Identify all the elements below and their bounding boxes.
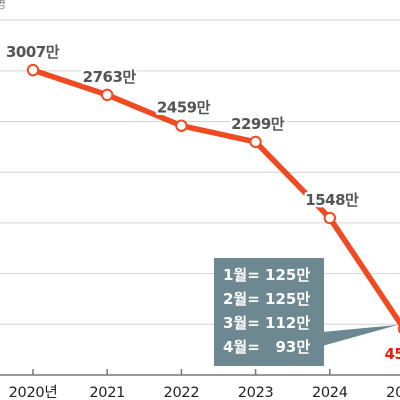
- data-point-3: [249, 135, 262, 149]
- data-labels: 3007만 2763만 2459만 2299만 1548만 455만: [4, 41, 400, 366]
- x-tick-label-5: 2025: [386, 385, 400, 400]
- x-tick-label-2: 2022: [164, 385, 200, 400]
- y-unit-label: 만 명: [0, 0, 6, 11]
- x-axis: 2020년 2021 2022 2023 2024 2025: [0, 369, 400, 400]
- data-point-2: [175, 119, 188, 132]
- x-tick-label-1: 2021: [89, 385, 125, 400]
- monthly-callout: 1월= 125만 2월= 125만 3월= 112만 4월= 93만: [214, 258, 398, 366]
- data-label-1: 2763만: [83, 68, 137, 86]
- callout-line-2: 3월= 112만: [223, 314, 310, 332]
- data-point-1: [101, 88, 114, 102]
- data-label-5: 455만: [384, 345, 400, 363]
- x-tick-label-4: 2024: [312, 385, 348, 400]
- callout-line-1: 2월= 125만: [223, 290, 310, 308]
- data-point-4: [323, 211, 336, 225]
- callout-box: [214, 258, 324, 366]
- data-point-0: [26, 63, 40, 77]
- x-tick-label-3: 2023: [238, 385, 274, 400]
- series-polyline: [30, 67, 400, 328]
- gridlines: [0, 19, 400, 325]
- callout-pointer: [322, 324, 398, 346]
- data-label-0: 3007만: [6, 43, 60, 61]
- series-line: [26, 63, 400, 334]
- data-label-4: 1548만: [305, 191, 359, 209]
- callout-line-3: 4월= 93만: [223, 338, 310, 356]
- data-label-3: 2299만: [231, 115, 285, 133]
- data-label-2: 2459만: [157, 99, 211, 117]
- x-tick-label-0: 2020년: [9, 384, 58, 400]
- callout-line-0: 1월= 125만: [223, 266, 310, 284]
